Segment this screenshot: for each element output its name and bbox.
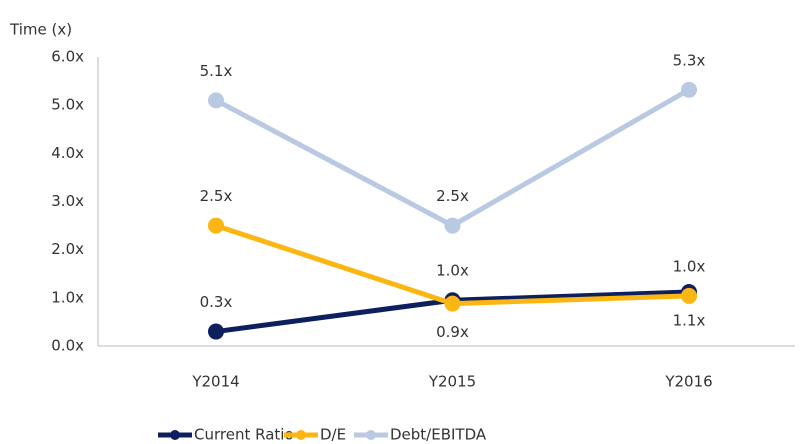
series-line bbox=[214, 87, 691, 229]
point bbox=[681, 81, 697, 98]
y-tick-label: 1.0x bbox=[51, 288, 84, 306]
y-tick-label: 3.0x bbox=[51, 192, 84, 210]
x-tick-label: Y2016 bbox=[664, 373, 712, 391]
y-tick-label: 6.0x bbox=[51, 48, 84, 66]
x-tick-label: Y2015 bbox=[428, 373, 476, 391]
legend-marker bbox=[366, 430, 376, 440]
data-label: 2.5x bbox=[200, 187, 233, 205]
legend-label: Current Ratio bbox=[194, 426, 294, 444]
y-tick-label: 4.0x bbox=[51, 144, 84, 162]
y-axis-label: Time (x) bbox=[9, 21, 72, 39]
point bbox=[681, 287, 697, 304]
legend-marker bbox=[170, 430, 180, 440]
point bbox=[444, 295, 461, 312]
y-tick-label: 0.0x bbox=[51, 337, 84, 355]
data-label: 0.9x bbox=[436, 323, 469, 341]
data-label: 2.5x bbox=[436, 187, 469, 205]
data-label: 5.3x bbox=[673, 51, 706, 69]
data-label: 0.3x bbox=[200, 293, 233, 311]
legend-label: Debt/EBITDA bbox=[390, 426, 487, 444]
legend-marker bbox=[296, 430, 306, 440]
point bbox=[208, 217, 224, 234]
legend-label: D/E bbox=[320, 426, 346, 444]
y-tick-label: 2.0x bbox=[51, 240, 84, 258]
data-label: 1.0x bbox=[673, 257, 706, 275]
point bbox=[208, 92, 224, 109]
data-label: 5.1x bbox=[200, 62, 233, 80]
point bbox=[444, 217, 461, 234]
data-label: 1.0x bbox=[436, 262, 469, 280]
x-tick-label: Y2014 bbox=[191, 373, 239, 391]
data-label: 1.1x bbox=[673, 312, 706, 330]
y-tick-label: 5.0x bbox=[51, 96, 84, 114]
point bbox=[208, 323, 224, 340]
